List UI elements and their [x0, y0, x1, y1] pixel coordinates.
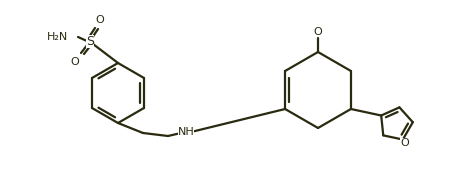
- Text: NH: NH: [178, 127, 195, 137]
- Text: O: O: [400, 138, 409, 148]
- Text: O: O: [313, 27, 322, 37]
- Text: O: O: [95, 15, 104, 25]
- Text: O: O: [70, 57, 79, 67]
- Text: S: S: [86, 35, 94, 48]
- Text: H₂N: H₂N: [47, 32, 68, 42]
